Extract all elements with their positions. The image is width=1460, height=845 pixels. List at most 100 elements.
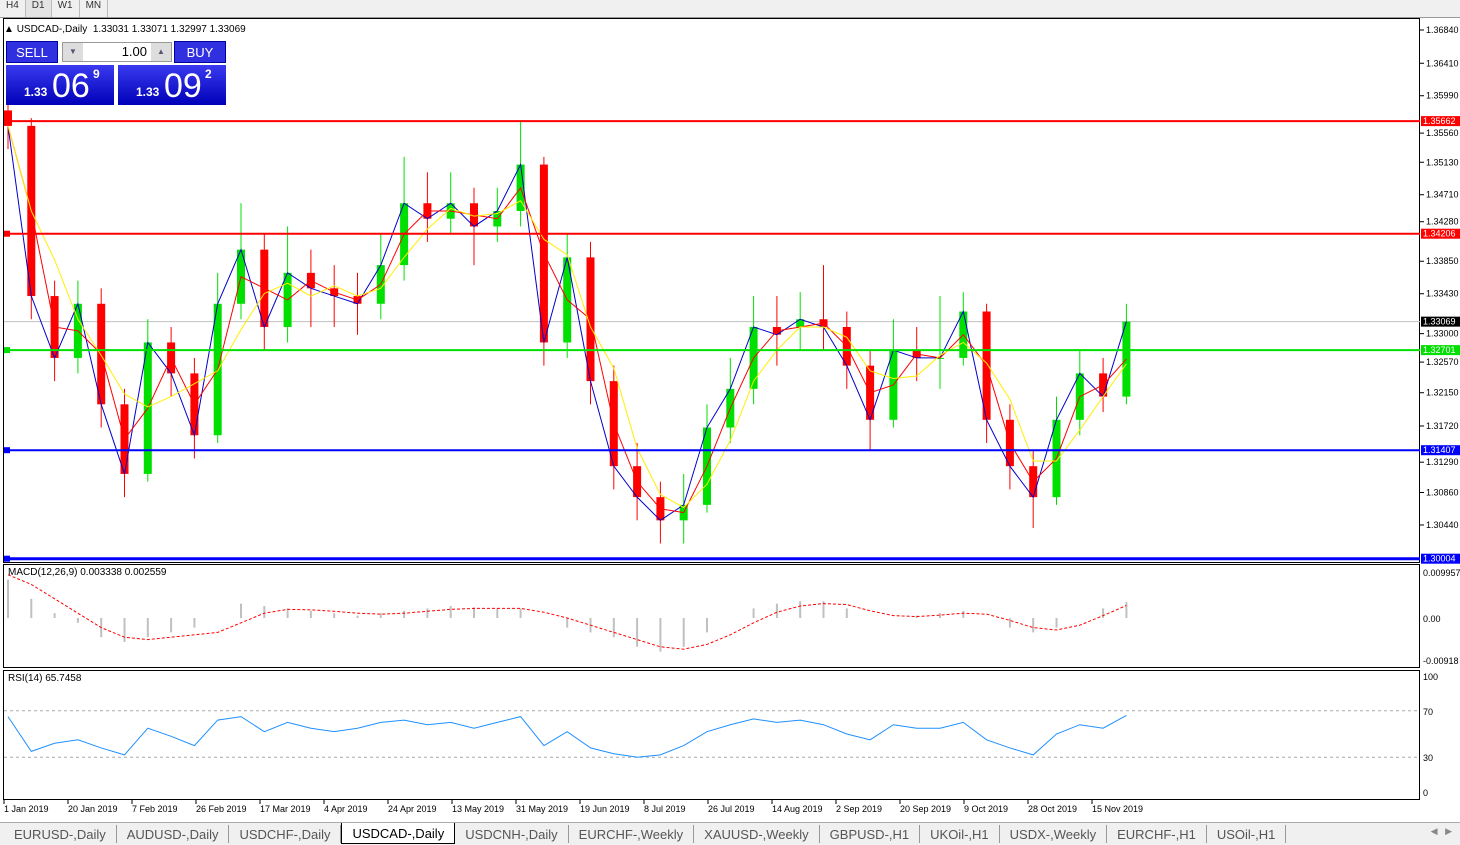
symbol-tab[interactable]: EURCHF-,Weekly [569, 825, 695, 843]
timeframe-d1[interactable]: D1 [25, 0, 52, 17]
date-tick-label: 20 Jan 2019 [68, 804, 118, 814]
date-tick-label: 26 Feb 2019 [196, 804, 247, 814]
price-tick-label: 1.35130 [1426, 157, 1459, 167]
hline-price-label: 1.31407 [1423, 445, 1456, 455]
macd-histogram-bar [519, 608, 522, 618]
hline-price-label: 1.32701 [1423, 345, 1456, 355]
buy-price-main: 09 [164, 67, 202, 105]
price-tick-label: 1.34280 [1426, 217, 1459, 227]
symbol-tab[interactable]: EURCHF-,H1 [1107, 825, 1207, 843]
price-tick-label: 1.36840 [1426, 25, 1459, 35]
hline-price-label: 1.35662 [1423, 116, 1456, 126]
macd-histogram-bar [403, 610, 406, 618]
price-tick-label: 1.30440 [1426, 520, 1459, 530]
hline-price-tag [1421, 116, 1460, 127]
lot-increase-icon[interactable]: ▲ [151, 43, 171, 61]
macd-histogram-bar [1032, 618, 1035, 633]
macd-histogram-bar [636, 618, 639, 647]
current-price-tag [1421, 316, 1460, 327]
rsi-line [7, 715, 1127, 758]
one-click-trading-panel: SELL 1.00 ▼ ▲ BUY 1.33 06 9 1.33 09 2 [6, 41, 226, 105]
hline-price-label: 1.30004 [1423, 554, 1456, 564]
timeframe-mn[interactable]: MN [80, 0, 109, 17]
candle-body [796, 319, 805, 327]
chart-svg: 1.36840 1.36410 1.35990 1.35560 1.35130 1.347… [3, 25, 1460, 814]
macd-histogram-bar [426, 608, 429, 618]
macd-histogram-bar [1008, 618, 1011, 628]
date-tick-label: 8 Jul 2019 [644, 804, 686, 814]
date-tick-label: 17 Mar 2019 [260, 804, 311, 814]
symbol-tab[interactable]: USDCHF-,Daily [229, 825, 342, 843]
macd-histogram-bar [146, 618, 149, 638]
chart-title: ▲ USDCAD-,Daily 1.33031 1.33071 1.32997 … [4, 24, 246, 35]
sell-price-main: 06 [52, 67, 90, 105]
price-tick-label: 1.33850 [1426, 256, 1459, 266]
macd-histogram-bar [1055, 618, 1058, 628]
symbol-tab[interactable]: AUDUSD-,Daily [117, 825, 230, 843]
price-tick-label: 1.31290 [1426, 457, 1459, 467]
ma-mid-line [7, 125, 1127, 514]
symbol-tab[interactable]: USDCAD-,Daily [341, 823, 456, 844]
sell-price-prefix: 1.33 [24, 85, 48, 99]
timeframe-w1[interactable]: W1 [52, 0, 80, 17]
date-tick-label: 15 Nov 2019 [1092, 804, 1143, 814]
macd-histogram-bar [449, 606, 452, 618]
macd-histogram-bar [775, 603, 778, 618]
macd-histogram-bar [612, 618, 615, 638]
symbol-tab[interactable]: USDX-,Weekly [1000, 825, 1108, 843]
macd-histogram-bar [473, 607, 475, 618]
lot-size-input[interactable]: 1.00 [62, 42, 172, 62]
hline-price-label: 1.34206 [1423, 229, 1456, 239]
macd-histogram-bar [333, 613, 336, 618]
date-tick-label: 4 Apr 2019 [324, 804, 368, 814]
buy-button[interactable]: BUY [174, 41, 226, 63]
macd-histogram-bar [1102, 608, 1105, 618]
price-tick-label: 1.33430 [1426, 289, 1459, 299]
rsi-tick-label: 100 [1423, 672, 1438, 682]
date-tick-label: 7 Feb 2019 [132, 804, 178, 814]
timeframe-h4[interactable]: H4 [0, 0, 26, 17]
symbol-tab[interactable]: USOil-,H1 [1207, 825, 1287, 843]
macd-tick-label: -0.00918 [1423, 656, 1459, 666]
date-tick-label: 26 Jul 2019 [708, 804, 755, 814]
symbol-tab[interactable]: USDCNH-,Daily [455, 825, 569, 843]
macd-histogram-bar [659, 618, 662, 652]
macd-histogram-bar [76, 618, 79, 623]
symbol-tab-bar: EURUSD-,Daily AUDUSD-,Daily USDCHF-,Daily U… [0, 822, 1460, 845]
sell-button[interactable]: SELL [6, 41, 58, 63]
hline-handle [4, 347, 10, 354]
hline-handle [4, 555, 10, 562]
symbol-label: USDCAD-,Daily [16, 24, 88, 35]
macd-label: MACD(12,26,9) 0.003338 0.002559 [8, 567, 167, 578]
rsi-panel[interactable] [3, 670, 1420, 800]
hline-price-tag [1421, 345, 1460, 356]
macd-histogram-bar [706, 618, 708, 633]
macd-histogram-bar [939, 613, 941, 618]
macd-histogram-bar [962, 610, 965, 618]
buy-price[interactable]: 1.33 09 2 [118, 65, 226, 105]
rsi-tick-label: 70 [1423, 707, 1433, 717]
date-tick-label: 9 Oct 2019 [964, 804, 1008, 814]
macd-tick-label: 0.00 [1423, 614, 1441, 624]
lot-decrease-icon[interactable]: ▼ [63, 43, 83, 61]
sell-price[interactable]: 1.33 06 9 [6, 65, 114, 105]
symbol-tab[interactable]: EURUSD-,Daily [4, 825, 117, 843]
symbol-tab[interactable]: XAUUSD-,Weekly [694, 825, 820, 843]
date-tick-label: 2 Sep 2019 [836, 804, 882, 814]
rsi-tick-label: 0 [1423, 788, 1428, 798]
hline-price-tag [1421, 445, 1460, 456]
price-tick-label: 1.35560 [1426, 128, 1459, 138]
price-tick-label: 1.35990 [1426, 91, 1459, 101]
macd-tick-label: 0.009957 [1423, 568, 1460, 578]
macd-histogram-bar [566, 618, 569, 628]
tab-scroll-arrows[interactable]: ◀ ▶ [1430, 826, 1452, 836]
macd-histogram-bar [496, 608, 499, 618]
price-tick-label: 1.31720 [1426, 421, 1459, 431]
hline-price-tag [1421, 228, 1460, 239]
symbol-tab[interactable]: UKOil-,H1 [920, 825, 1000, 843]
macd-histogram-bar [123, 618, 126, 642]
date-tick-label: 19 Jun 2019 [580, 804, 630, 814]
date-tick-label: 1 Jan 2019 [4, 804, 49, 814]
macd-panel[interactable] [3, 564, 1420, 668]
symbol-tab[interactable]: GBPUSD-,H1 [820, 825, 921, 843]
